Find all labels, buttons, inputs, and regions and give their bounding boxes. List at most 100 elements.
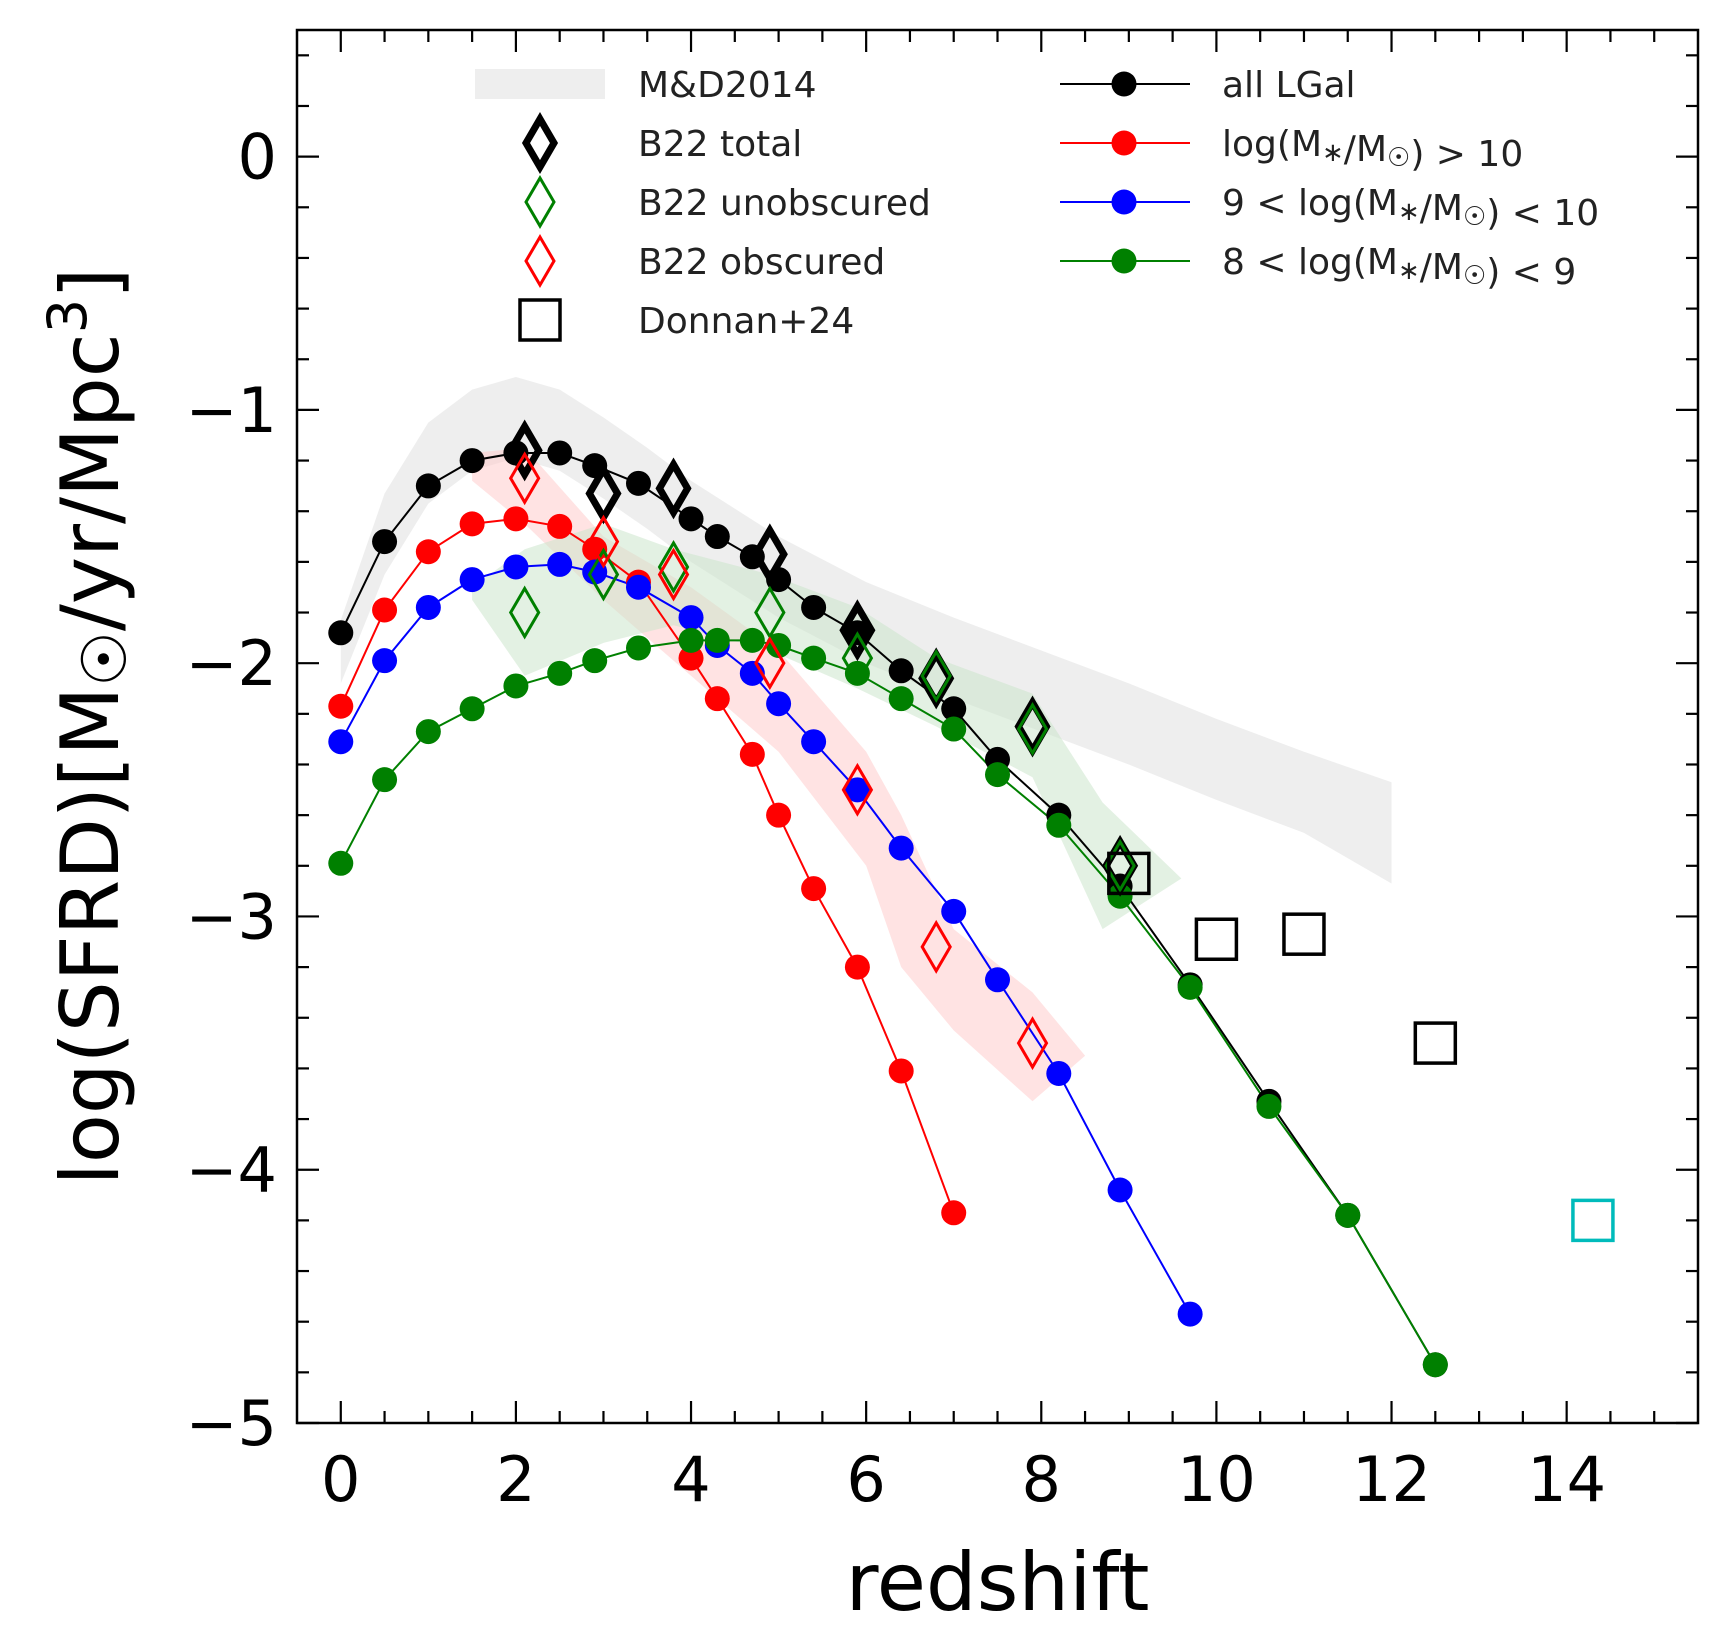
ytick-label--4: −4 [186, 1134, 277, 1207]
marker-s6-p0 [508, 451, 541, 506]
marker-s5-p5 [920, 648, 952, 703]
marker-s2-p19 [1177, 1301, 1203, 1327]
legend-label: Donnan+24 [638, 301, 854, 342]
marker-s5-p4 [841, 631, 874, 686]
y-axis-title-sun: ☉ [68, 631, 141, 687]
marker-s8-p0 [1571, 1198, 1615, 1243]
marker-s2-p0 [328, 729, 354, 755]
marker-s3-p9 [704, 627, 730, 653]
legend-swatch-square [518, 298, 562, 342]
legend-label: 8 < log(M∗/M☉) < 9 [1222, 242, 1576, 293]
xtick-label-14: 14 [1527, 1443, 1606, 1516]
marker-s6-p4 [841, 762, 874, 817]
marker-s1-p3 [459, 511, 485, 537]
marker-s1-p11 [766, 802, 792, 828]
legend-left-item-2: B22 unobscured [524, 175, 931, 229]
legend-left-item-4: Donnan+24 [518, 298, 854, 342]
series-line-1 [339, 517, 955, 1214]
marker-s3-p10 [739, 627, 765, 653]
marker-s6-p1 [587, 514, 620, 569]
marker-s0-p8 [678, 506, 704, 532]
marker-s6-p3 [754, 636, 786, 691]
ytick-label--5: −5 [186, 1387, 277, 1460]
legend-right-item-0: all LGal [1060, 65, 1356, 106]
marker-s3-p3 [459, 696, 485, 722]
marker-s3-p20 [1256, 1093, 1282, 1119]
marker-s3-p1 [372, 767, 398, 793]
marker-s3-p11 [766, 632, 792, 658]
marker-s3-p19 [1177, 974, 1203, 1000]
marker-s5-p0 [508, 585, 541, 640]
marker-s0-p5 [547, 440, 573, 466]
marker-s1-p0 [328, 693, 354, 719]
marker-s2-p2 [415, 594, 441, 620]
legend-label: 9 < log(M∗/M☉) < 10 [1222, 183, 1599, 234]
marker-s7-p2 [1282, 912, 1326, 956]
legend-swatch-diamond [521, 112, 559, 174]
marker-s1-p4 [503, 506, 529, 532]
marker-s3-p13 [844, 660, 870, 686]
marker-s3-p8 [678, 627, 704, 653]
bands-layer [340, 377, 1392, 1102]
marker-s1-p8 [678, 645, 704, 671]
legend-right: all LGal log(M∗/M☉) > 10 9 < log(M∗/M☉) < … [1060, 65, 1599, 293]
y-axis-title-pre: log(SFRD)[M [44, 687, 137, 1186]
marker-s3-p17 [1046, 812, 1072, 838]
marker-s2-p13 [844, 777, 870, 803]
marker-s3-p14 [888, 686, 914, 712]
marker-s3-p4 [503, 673, 529, 699]
legend-left-item-1: B22 total [521, 112, 802, 174]
marker-s2-p1 [372, 648, 398, 674]
ytick-label-0: 0 [238, 121, 277, 194]
marker-s1-p2 [415, 539, 441, 565]
marker-s3-p6 [582, 648, 608, 674]
legend-label: all LGal [1222, 65, 1356, 106]
legend-label: M&D2014 [638, 65, 816, 106]
marker-s1-p14 [888, 1058, 914, 1084]
marker-s2-p7 [625, 574, 651, 600]
legend-left-item-3: B22 obscured [524, 234, 885, 288]
y-axis-title-post: ] [44, 268, 137, 299]
marker-s3-p7 [625, 635, 651, 661]
marker-s1-p15 [941, 1200, 967, 1226]
xtick-label-8: 8 [1022, 1443, 1061, 1516]
marker-s0-p7 [625, 470, 651, 496]
marker-s1-p5 [547, 513, 573, 539]
legend-label: B22 unobscured [638, 183, 931, 224]
y-axis-title-mid: /yr/Mpc [44, 333, 137, 631]
marker-s3-p2 [415, 719, 441, 745]
legend-label: B22 total [638, 124, 802, 165]
marker-s1-p12 [801, 876, 827, 902]
marker-s0-p14 [888, 658, 914, 684]
xtick-label-12: 12 [1352, 1443, 1431, 1516]
legend-swatch-circle [1111, 130, 1137, 156]
legend-right-item-1: log(M∗/M☉) > 10 [1060, 124, 1523, 175]
marker-s2-p17 [1046, 1060, 1072, 1086]
marker-s0-p3 [459, 448, 485, 474]
marker-s0-p9 [704, 524, 730, 550]
legend-swatch-circle [1111, 71, 1137, 97]
legend-right-item-2: 9 < log(M∗/M☉) < 10 [1060, 183, 1599, 234]
marker-s2-p15 [941, 898, 967, 924]
marker-s2-p14 [888, 835, 914, 861]
marker-s0-p2 [415, 473, 441, 499]
marker-s4-p0 [506, 419, 543, 482]
legend-swatch-circle [1111, 248, 1137, 274]
marker-s2-p12 [801, 729, 827, 755]
marker-s6-p5 [920, 919, 952, 974]
legend-label: log(M∗/M☉) > 10 [1222, 124, 1523, 175]
xtick-label-10: 10 [1177, 1443, 1256, 1516]
marker-s4-p2 [655, 457, 692, 520]
marker-s3-p15 [941, 716, 967, 742]
marker-s2-p5 [547, 551, 573, 577]
marker-s2-p16 [985, 967, 1010, 993]
legend-swatch-diamond [524, 175, 556, 229]
axis-ticks [297, 30, 1698, 1425]
marker-s2-p8 [678, 605, 704, 631]
ytick-label--3: −3 [186, 880, 277, 953]
marker-s2-p3 [459, 567, 485, 593]
marker-s0-p0 [328, 620, 354, 646]
xtick-label-4: 4 [671, 1443, 710, 1516]
marker-s5-p2 [657, 539, 690, 594]
